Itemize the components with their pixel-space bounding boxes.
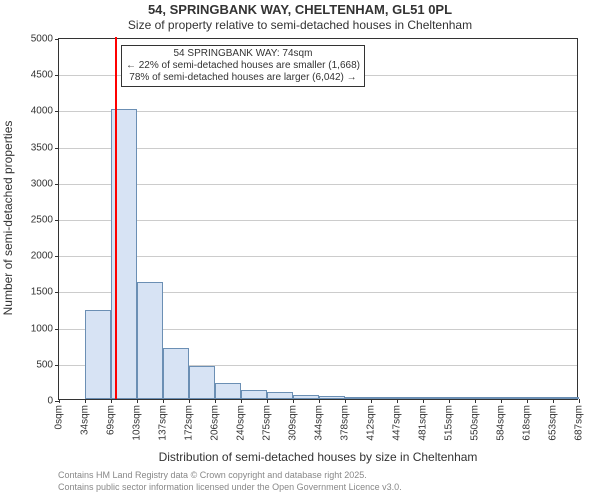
ytick-mark	[55, 75, 59, 76]
histogram-bar	[397, 397, 423, 399]
ytick-label: 4000	[13, 106, 53, 117]
xtick-label: 240sqm	[236, 405, 247, 441]
xtick-label: 0sqm	[54, 405, 65, 429]
ytick-label: 3000	[13, 178, 53, 189]
xtick-mark	[189, 399, 190, 403]
histogram-bar	[553, 397, 579, 399]
histogram-bar	[371, 397, 397, 399]
chart-title: 54, SPRINGBANK WAY, CHELTENHAM, GL51 0PL	[0, 2, 600, 17]
histogram-bar	[423, 397, 449, 399]
xtick-label: 447sqm	[392, 405, 403, 441]
histogram-bar	[475, 397, 501, 399]
xtick-label: 584sqm	[496, 405, 507, 441]
ytick-mark	[55, 329, 59, 330]
ytick-label: 2000	[13, 251, 53, 262]
ytick-mark	[55, 184, 59, 185]
x-axis-label: Distribution of semi-detached houses by …	[58, 450, 578, 464]
xtick-label: 378sqm	[340, 405, 351, 441]
ytick-label: 4500	[13, 70, 53, 81]
annotation-box: 54 SPRINGBANK WAY: 74sqm← 22% of semi-de…	[121, 45, 365, 87]
xtick-mark	[59, 399, 60, 403]
xtick-label: 137sqm	[158, 405, 169, 441]
ytick-mark	[55, 111, 59, 112]
xtick-mark	[397, 399, 398, 403]
xtick-label: 687sqm	[574, 405, 585, 441]
xtick-mark	[215, 399, 216, 403]
ytick-label: 500	[13, 359, 53, 370]
chart-subtitle: Size of property relative to semi-detach…	[0, 18, 600, 32]
ytick-label: 1000	[13, 323, 53, 334]
ytick-mark	[55, 256, 59, 257]
xtick-label: 618sqm	[522, 405, 533, 441]
histogram-bar	[267, 392, 293, 399]
ytick-mark	[55, 292, 59, 293]
xtick-mark	[319, 399, 320, 403]
xtick-label: 275sqm	[262, 405, 273, 441]
xtick-label: 103sqm	[132, 405, 143, 441]
ytick-mark	[55, 220, 59, 221]
histogram-bar	[319, 396, 345, 399]
ytick-label: 2500	[13, 215, 53, 226]
xtick-label: 344sqm	[314, 405, 325, 441]
xtick-mark	[423, 399, 424, 403]
ytick-label: 5000	[13, 34, 53, 45]
xtick-mark	[163, 399, 164, 403]
xtick-mark	[449, 399, 450, 403]
xtick-mark	[371, 399, 372, 403]
histogram-bar	[449, 397, 475, 399]
histogram-bar	[293, 395, 319, 399]
xtick-mark	[111, 399, 112, 403]
footnote: Contains HM Land Registry data © Crown c…	[58, 470, 402, 493]
y-axis-label: Number of semi-detached properties	[1, 118, 15, 318]
footnote-line1: Contains HM Land Registry data © Crown c…	[58, 470, 402, 482]
annotation-line2: ← 22% of semi-detached houses are smalle…	[126, 60, 360, 72]
ytick-mark	[55, 148, 59, 149]
xtick-mark	[293, 399, 294, 403]
histogram-bar	[85, 310, 111, 399]
histogram-bar	[163, 348, 189, 399]
ytick-mark	[55, 39, 59, 40]
property-marker-line	[115, 37, 117, 399]
xtick-mark	[241, 399, 242, 403]
xtick-mark	[553, 399, 554, 403]
xtick-label: 172sqm	[184, 405, 195, 441]
xtick-label: 34sqm	[80, 405, 91, 435]
xtick-mark	[85, 399, 86, 403]
xtick-mark	[501, 399, 502, 403]
xtick-label: 515sqm	[444, 405, 455, 441]
xtick-mark	[527, 399, 528, 403]
xtick-label: 309sqm	[288, 405, 299, 441]
xtick-label: 653sqm	[548, 405, 559, 441]
ytick-label: 1500	[13, 287, 53, 298]
histogram-bar	[189, 366, 215, 399]
xtick-mark	[475, 399, 476, 403]
footnote-line2: Contains public sector information licen…	[58, 482, 402, 494]
histogram-bar	[137, 282, 163, 399]
histogram-bar	[501, 397, 527, 399]
xtick-label: 550sqm	[470, 405, 481, 441]
annotation-line3: 78% of semi-detached houses are larger (…	[126, 72, 360, 84]
ytick-label: 3500	[13, 142, 53, 153]
histogram-bar	[241, 390, 267, 399]
xtick-label: 206sqm	[210, 405, 221, 441]
xtick-mark	[267, 399, 268, 403]
xtick-mark	[137, 399, 138, 403]
xtick-label: 481sqm	[418, 405, 429, 441]
ytick-label: 0	[13, 396, 53, 407]
xtick-label: 412sqm	[366, 405, 377, 441]
histogram-bar	[527, 397, 553, 399]
xtick-mark	[579, 399, 580, 403]
annotation-line1: 54 SPRINGBANK WAY: 74sqm	[126, 48, 360, 60]
xtick-label: 69sqm	[106, 405, 117, 435]
histogram-bar	[215, 383, 241, 399]
plot-frame: 0500100015002000250030003500400045005000…	[58, 38, 578, 400]
ytick-mark	[55, 365, 59, 366]
chart-container: 54, SPRINGBANK WAY, CHELTENHAM, GL51 0PL…	[0, 0, 600, 500]
xtick-mark	[345, 399, 346, 403]
histogram-bar	[345, 397, 371, 399]
plot-area: 0500100015002000250030003500400045005000…	[58, 38, 578, 400]
